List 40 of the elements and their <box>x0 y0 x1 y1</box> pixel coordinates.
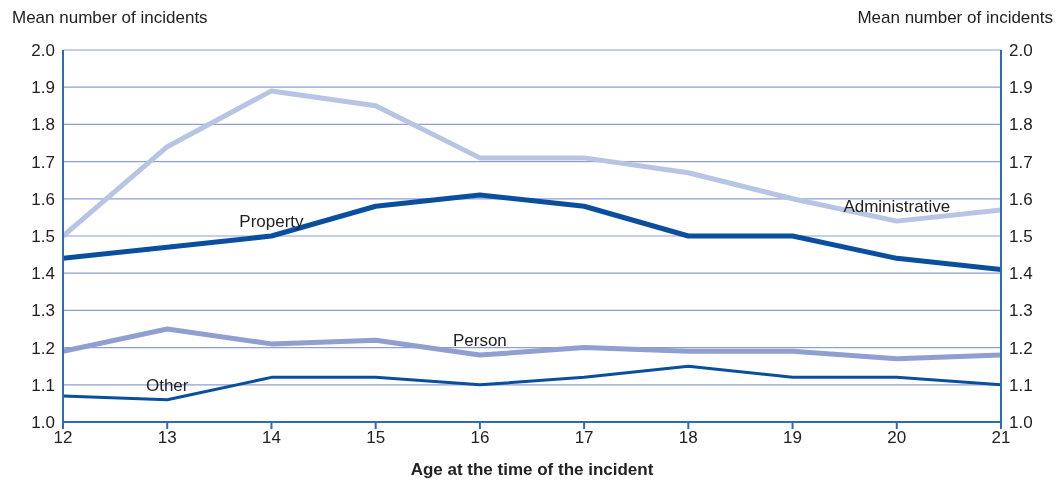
y-tick-label: 1.8 <box>31 115 55 135</box>
y2-tick-label: 1.1 <box>1009 375 1033 395</box>
x-tick-label: 21 <box>991 428 1011 448</box>
y-tick-label: 1.2 <box>31 338 55 358</box>
y-tick-label: 1.3 <box>31 301 55 321</box>
x-tick-label: 12 <box>53 428 73 448</box>
y-tick-label: 1.0 <box>31 413 55 433</box>
y-tick-label: 1.6 <box>31 189 55 209</box>
y2-tick-label: 1.8 <box>1009 115 1033 135</box>
y-tick-label: 1.1 <box>31 375 55 395</box>
x-tick-label: 13 <box>157 428 177 448</box>
series-label: Property <box>239 212 305 231</box>
y2-tick-label: 1.6 <box>1009 189 1033 209</box>
x-tick-label: 16 <box>470 428 490 448</box>
y2-tick-label: 2.0 <box>1009 41 1033 61</box>
y2-tick-label: 1.2 <box>1009 338 1033 358</box>
y2-tick-label: 1.5 <box>1009 227 1033 247</box>
series-label: Person <box>452 331 507 351</box>
y2-tick-label: 1.7 <box>1009 152 1033 172</box>
y-tick-label: 2.0 <box>31 41 55 61</box>
line-series <box>63 364 1001 402</box>
y-tick-label: 1.9 <box>31 78 55 98</box>
x-tick-label: 17 <box>574 428 594 448</box>
x-tick-label: 18 <box>678 428 698 448</box>
y2-tick-label: 1.0 <box>1009 413 1033 433</box>
x-tick-label: 14 <box>261 428 281 448</box>
y2-tick-label: 1.4 <box>1009 264 1033 284</box>
x-tick-label: 19 <box>783 428 803 448</box>
y-tick-label: 1.5 <box>31 227 55 247</box>
series-label: Other <box>145 375 189 395</box>
y-tick-label: 1.4 <box>31 264 55 284</box>
series-label: Administrative <box>843 197 951 217</box>
x-axis-title: Age at the time of the incident <box>409 460 655 480</box>
y2-tick-label: 1.3 <box>1009 301 1033 321</box>
y-axis-title: Mean number of incidents <box>12 8 208 28</box>
x-tick-label: 15 <box>366 428 386 448</box>
y2-axis-title: Mean number of incidents <box>857 8 1053 28</box>
y2-tick-label: 1.9 <box>1009 78 1033 98</box>
x-tick-label: 20 <box>887 428 907 448</box>
y-tick-label: 1.7 <box>31 152 55 172</box>
